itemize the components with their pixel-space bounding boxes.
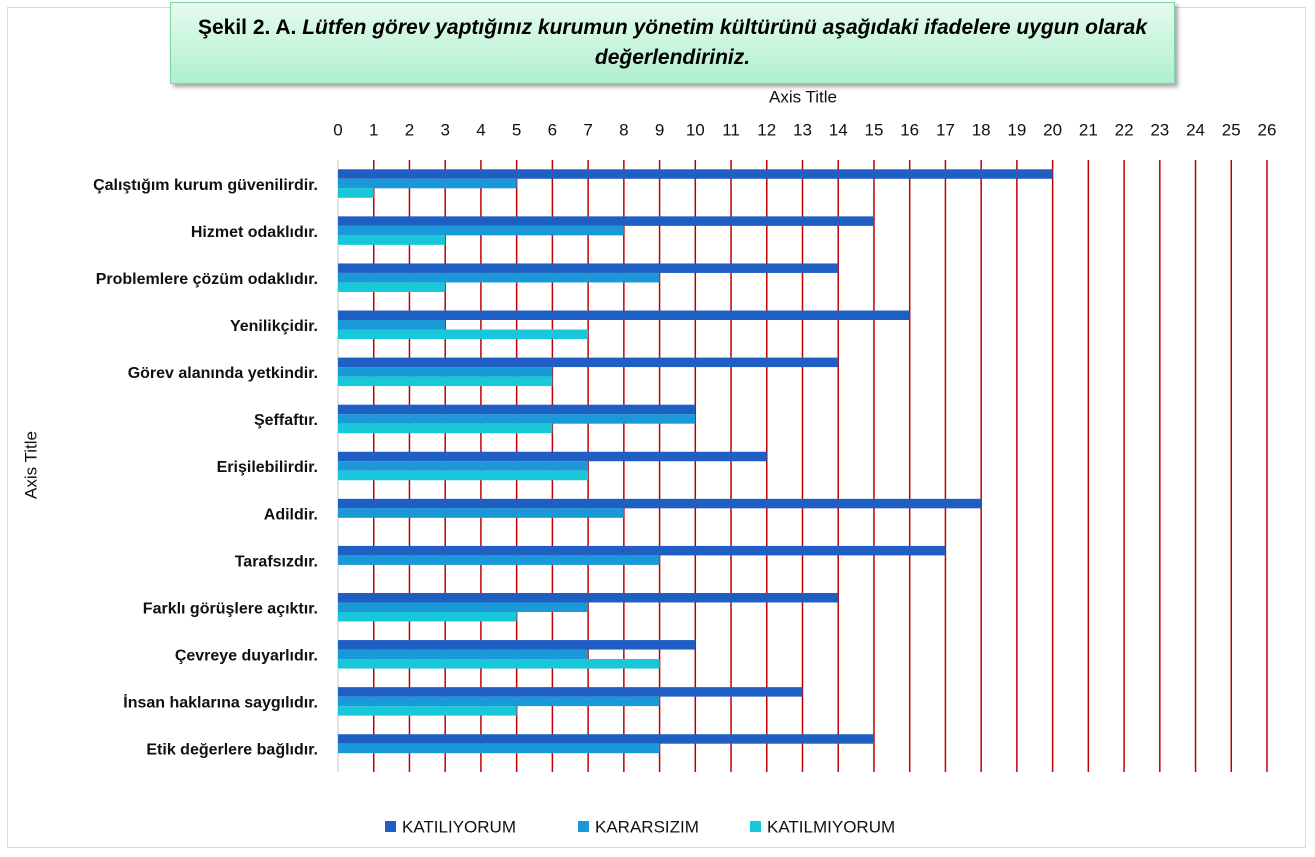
x-tick-label: 19	[1007, 120, 1026, 139]
y-tick-label: Yenilikçidir.	[230, 318, 318, 335]
y-tick-label: Görev alanında yetkindir.	[128, 365, 318, 382]
bar	[338, 451, 767, 462]
x-tick-label: 14	[829, 120, 848, 139]
bar	[338, 216, 874, 226]
y-tick-label: Çevreye duyarlıdır.	[175, 648, 318, 665]
x-tick-label: 6	[548, 120, 557, 139]
bar	[338, 272, 660, 283]
bar	[338, 329, 589, 340]
y-tick-label: Farklı görüşlere açıktır.	[143, 600, 318, 617]
bar	[338, 320, 446, 330]
bar	[338, 169, 1053, 179]
bar	[338, 367, 553, 377]
legend-label: KARARSIZIM	[595, 817, 699, 836]
y-tick-label: Erişilebilirdir.	[217, 459, 318, 476]
bar	[338, 423, 553, 434]
chart-title: Lütfen görev yaptığınız kurumun yönetim …	[302, 16, 1148, 69]
bar	[338, 659, 660, 669]
bar	[338, 508, 624, 518]
x-tick-label: 2	[405, 120, 414, 139]
x-tick-label: 20	[1043, 120, 1062, 139]
bar	[338, 282, 446, 292]
x-tick-label: 12	[757, 120, 776, 139]
title-label: Şekil 2. A.	[197, 16, 297, 39]
chart-title-box: Şekil 2. A. Lütfen görev yaptığınız kuru…	[170, 2, 1175, 84]
x-tick-label: 21	[1079, 120, 1098, 139]
y-tick-label: Şeffaftır.	[254, 412, 318, 429]
bar	[338, 376, 553, 387]
y-tick-label: Etik değerlere bağlıdır.	[146, 742, 318, 759]
y-tick-label: İnsan haklarına saygılıdır.	[123, 694, 318, 712]
x-tick-label: 15	[865, 120, 884, 139]
x-tick-label: 13	[793, 120, 812, 139]
bar	[338, 545, 946, 556]
bar	[338, 640, 696, 650]
bar	[338, 611, 517, 622]
bar	[338, 225, 624, 236]
bar	[338, 649, 589, 660]
x-tick-label: 7	[583, 120, 592, 139]
x-tick-label: 1	[369, 120, 378, 139]
bar	[338, 498, 982, 509]
bar	[338, 414, 696, 424]
x-tick-label: 8	[619, 120, 628, 139]
x-tick-label: 22	[1115, 120, 1134, 139]
x-tick-label: 0	[333, 120, 342, 139]
bar	[338, 310, 910, 321]
bar	[338, 357, 839, 368]
bar	[338, 696, 660, 707]
bar	[338, 734, 874, 744]
legend-swatch	[385, 821, 396, 832]
x-tick-label: 25	[1222, 120, 1241, 139]
bar	[338, 263, 839, 273]
x-tick-label: 18	[972, 120, 991, 139]
bar	[338, 470, 589, 481]
y-axis-title: Axis Title	[21, 431, 40, 499]
x-tick-label: 5	[512, 120, 521, 139]
x-tick-label: 16	[900, 120, 919, 139]
bar	[338, 461, 589, 471]
bar	[338, 188, 374, 198]
legend-label: KATILMIYORUM	[767, 817, 895, 836]
x-tick-label: 10	[686, 120, 705, 139]
x-tick-label: 23	[1150, 120, 1169, 139]
x-tick-label: 17	[936, 120, 955, 139]
bar	[338, 687, 803, 697]
x-tick-label: 24	[1186, 120, 1205, 139]
y-tick-label: Hizmet odaklıdır.	[191, 224, 318, 241]
bar	[338, 743, 660, 754]
y-tick-label: Tarafsızdır.	[235, 553, 318, 570]
bar	[338, 555, 660, 565]
x-axis-title: Axis Title	[769, 87, 837, 106]
x-tick-label: 26	[1258, 120, 1277, 139]
x-tick-label: 4	[476, 120, 485, 139]
bar	[338, 706, 517, 716]
legend-swatch	[578, 821, 589, 832]
bar	[338, 592, 839, 603]
y-tick-label: Adildir.	[264, 506, 318, 523]
x-tick-label: 9	[655, 120, 664, 139]
y-tick-label: Çalıştığım kurum güvenilirdir.	[93, 177, 318, 194]
legend-label: KATILIYORUM	[402, 817, 516, 836]
x-tick-label: 3	[440, 120, 449, 139]
y-tick-label: Problemlere çözüm odaklıdır.	[96, 271, 318, 288]
bar	[338, 235, 446, 245]
bar	[338, 178, 517, 189]
bar	[338, 404, 696, 415]
bar	[338, 602, 589, 612]
x-tick-label: 11	[722, 120, 740, 139]
legend-swatch	[750, 821, 761, 832]
